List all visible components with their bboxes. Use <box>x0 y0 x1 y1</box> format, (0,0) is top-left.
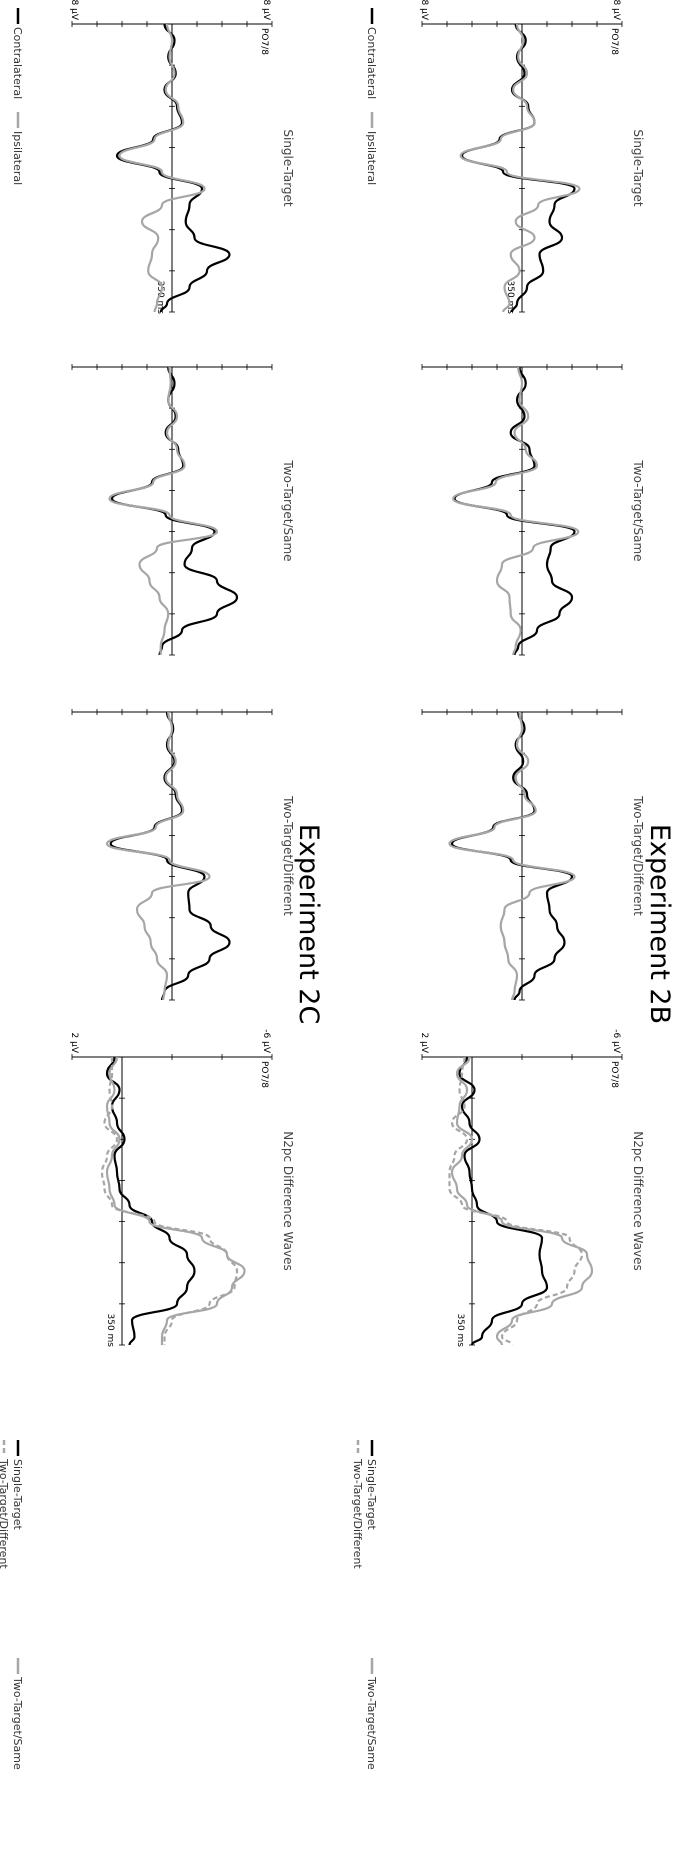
series-line-contralateral <box>450 711 574 1001</box>
series-line-two-target-same <box>450 1056 594 1346</box>
panel-title: Two-Target/Same <box>281 459 295 561</box>
time-label: 350 ms <box>105 1314 115 1348</box>
panel-2b-two-target-same: Two-Target/Same <box>421 364 645 656</box>
series-line-ipsilateral <box>448 711 576 1001</box>
legend-diff-2b: Single-Target Two-Target/Same Two-Target… <box>351 1440 378 1770</box>
panel-2c-two-target-different: Two-Target/Different <box>71 709 295 1001</box>
legend-contralateral-label-2b: Contralateral <box>365 27 378 99</box>
electrode-label: PO7/8 <box>609 1061 619 1088</box>
panel-title: N2pc Difference Waves <box>631 1131 645 1271</box>
series-line-contralateral <box>110 366 239 656</box>
experiment-2b-heading: Experiment 2B <box>644 824 675 1024</box>
time-label: 350 ms <box>155 281 165 315</box>
panel-2c-n2pc-difference-waves: N2pc Difference Waves -6 µV 2 µV PO7/8 350 m… <box>69 1029 295 1347</box>
legend-diff-2c: Single-Target Two-Target/Same Two-Target… <box>0 1440 24 1770</box>
series-line-single-target <box>105 1056 196 1346</box>
panel-title: Two-Target/Different <box>281 795 295 916</box>
series-line-contralateral <box>453 366 576 656</box>
panel-title: Two-Target/Same <box>631 459 645 561</box>
series-line-ipsilateral <box>452 366 580 656</box>
legend-contralateral-label-2c: Contralateral <box>11 27 24 99</box>
y-neg-label: -8 µV <box>611 0 621 21</box>
series-line-ipsilateral <box>118 23 206 313</box>
panel-2c-single-target: Single-Target -8 µV 8 µV PO7/8 350 ms <box>69 0 295 314</box>
panel-title: Two-Target/Different <box>631 795 645 916</box>
y-neg-label: -6 µV <box>611 1029 621 1054</box>
series-line-contralateral <box>460 23 576 313</box>
legend-ipsilateral-label-2c: Ipsilateral <box>11 131 24 185</box>
series-line-two-target-different <box>100 1057 239 1345</box>
series-line-ipsilateral <box>108 366 219 655</box>
series-line-single-target <box>458 1056 549 1346</box>
panel-2c-two-target-same: Two-Target/Same <box>71 364 295 656</box>
series-line-ipsilateral <box>105 711 211 1001</box>
y-pos-label: 8 µV <box>69 0 79 21</box>
panel-2b-two-target-different: Two-Target/Different <box>421 709 645 1001</box>
experiment-2c-heading: Experiment 2C <box>293 824 324 1025</box>
y-pos-label: 2 µV <box>69 1033 79 1054</box>
y-neg-label: -8 µV <box>261 0 271 21</box>
electrode-label: PO7/8 <box>609 28 619 55</box>
legend-two-target-same-label-2b: Two-Target/Same <box>365 1676 378 1770</box>
legend-two-target-different-label-2b: Two-Target/Different <box>351 1458 364 1569</box>
legend-two-target-different-label-2c: Two-Target/Different <box>0 1458 10 1569</box>
series-line-ipsilateral <box>459 23 581 313</box>
panel-2b-n2pc-difference-waves: N2pc Difference Waves -6 µV 2 µV PO7/8 350 m… <box>419 1029 645 1347</box>
legend-single-target-label-2b: Single-Target <box>365 1459 378 1530</box>
time-label: 350 ms <box>505 281 515 315</box>
panel-2b-single-target: Single-Target -8 µV 8 µV PO7/8 350 ms <box>419 0 645 314</box>
series-line-two-target-same <box>105 1056 246 1345</box>
electrode-label: PO7/8 <box>259 1061 269 1088</box>
panel-title: N2pc Difference Waves <box>281 1131 295 1271</box>
series-line-contralateral <box>115 23 231 313</box>
legend-single-target-label-2c: Single-Target <box>11 1459 24 1530</box>
y-pos-label: 2 µV <box>419 1033 429 1054</box>
y-pos-label: 8 µV <box>419 0 429 21</box>
panel-title: Single-Target <box>281 129 295 207</box>
legend-two-target-same-label-2c: Two-Target/Same <box>11 1676 24 1770</box>
electrode-label: PO7/8 <box>259 28 269 55</box>
time-label: 350 ms <box>455 1314 465 1348</box>
legend-ipsilateral-label-2b: Ipsilateral <box>365 131 378 185</box>
legend-erp-2b: Contralateral Ipsilateral <box>365 8 378 185</box>
legend-erp-2c: Contralateral Ipsilateral <box>11 8 24 185</box>
series-line-two-target-different <box>448 1056 584 1346</box>
y-neg-label: -6 µV <box>261 1029 271 1054</box>
panel-title: Single-Target <box>631 129 645 207</box>
series-line-contralateral <box>109 711 231 1001</box>
